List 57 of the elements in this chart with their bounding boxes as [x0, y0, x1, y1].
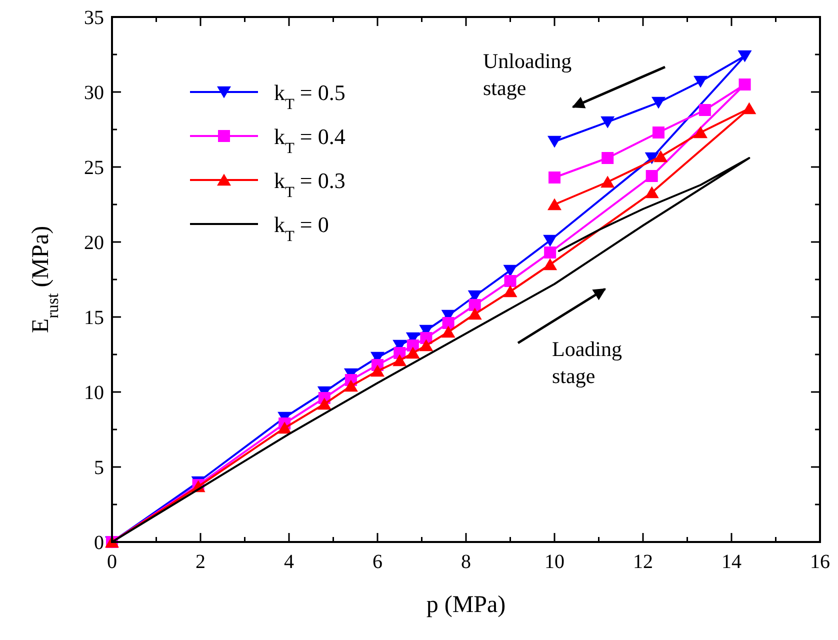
x-tick-label: 2	[196, 551, 206, 573]
point	[503, 285, 518, 298]
point	[651, 96, 666, 109]
point	[738, 50, 752, 62]
legend-label: k$_{T}$ = 0	[274, 212, 329, 244]
x-axis-title: p (MPa)	[426, 592, 506, 618]
y-tick-label: 20	[84, 232, 104, 254]
y-tick-label: 5	[94, 457, 104, 479]
point	[694, 126, 708, 138]
point	[646, 170, 658, 182]
point	[644, 186, 659, 198]
point	[652, 126, 664, 138]
point	[548, 136, 562, 148]
point	[392, 354, 407, 366]
point	[544, 246, 556, 258]
x-tick-label: 4	[284, 551, 294, 573]
y-tick-label: 0	[94, 532, 104, 554]
annotation: Loading stage	[552, 337, 622, 388]
point	[503, 264, 518, 277]
point	[441, 326, 456, 338]
point	[543, 234, 558, 247]
point	[600, 176, 615, 188]
point	[442, 317, 454, 329]
point	[548, 198, 562, 210]
point	[504, 275, 516, 287]
y-tick-label: 30	[84, 82, 104, 104]
point	[654, 150, 668, 162]
x-tick-label: 14	[722, 551, 742, 573]
point	[600, 116, 615, 128]
point	[694, 76, 708, 88]
legend-label: k$_{T}$ = 0.3	[274, 168, 346, 200]
point	[317, 398, 332, 410]
point	[468, 299, 481, 311]
legend-label: k$_{T}$ = 0.4	[274, 124, 346, 156]
point	[742, 102, 756, 114]
x-tick-label: 12	[633, 551, 653, 573]
point	[278, 422, 292, 434]
x-tick-label: 16	[810, 551, 830, 573]
legend-label: k$_{T}$ = 0.5	[274, 80, 346, 112]
point	[698, 104, 711, 116]
point	[468, 308, 482, 320]
y-tick-label: 10	[84, 382, 104, 404]
point	[419, 339, 434, 352]
annotation: Unloading stage	[483, 49, 572, 100]
point	[344, 380, 358, 392]
x-tick-label: 10	[544, 551, 564, 573]
y-tick-label: 15	[84, 307, 104, 329]
x-tick-label: 8	[461, 551, 471, 573]
y-tick-label: 25	[84, 157, 104, 179]
point	[370, 364, 384, 377]
point	[543, 258, 558, 270]
point	[548, 172, 560, 184]
y-tick-label: 35	[84, 7, 104, 29]
x-tick-label: 6	[372, 551, 382, 573]
point	[602, 152, 614, 164]
point	[738, 78, 751, 90]
point	[406, 346, 420, 359]
